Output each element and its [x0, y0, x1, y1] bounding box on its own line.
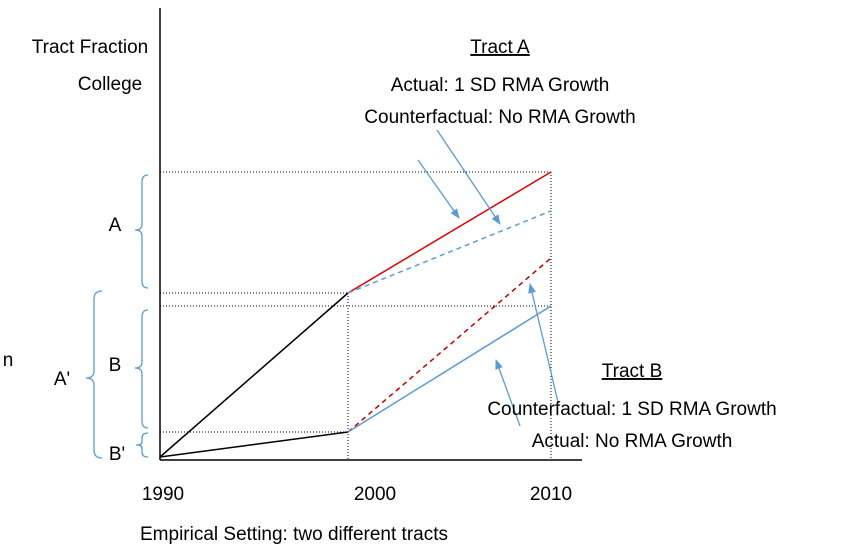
y-label: College: [78, 74, 142, 95]
x-tick-label: 2000: [354, 484, 396, 505]
brace-label: A: [109, 215, 122, 236]
legend-text: Actual: No RMA Growth: [532, 431, 733, 452]
x-tick-label: 2010: [530, 484, 572, 505]
tract-title: Tract B: [602, 361, 663, 382]
arrows: [417, 129, 559, 427]
caption: Empirical Setting: two different tracts: [140, 524, 448, 545]
y-label: Tract Fraction: [32, 37, 149, 58]
guides: [160, 171, 552, 460]
legend-text: Counterfactual: 1 SD RMA Growth: [487, 399, 776, 420]
cut-text: n: [3, 350, 14, 371]
x-tick-label: 1990: [142, 484, 184, 505]
legend-text: Actual: 1 SD RMA Growth: [391, 75, 610, 96]
brace-label: B: [109, 355, 122, 376]
braces: [85, 174, 149, 459]
brace-label: A': [54, 369, 70, 390]
tract-title: Tract A: [470, 37, 530, 58]
brace-label: B': [109, 444, 125, 465]
legend-text: Counterfactual: No RMA Growth: [364, 107, 635, 128]
trend-lines: [159, 171, 552, 458]
